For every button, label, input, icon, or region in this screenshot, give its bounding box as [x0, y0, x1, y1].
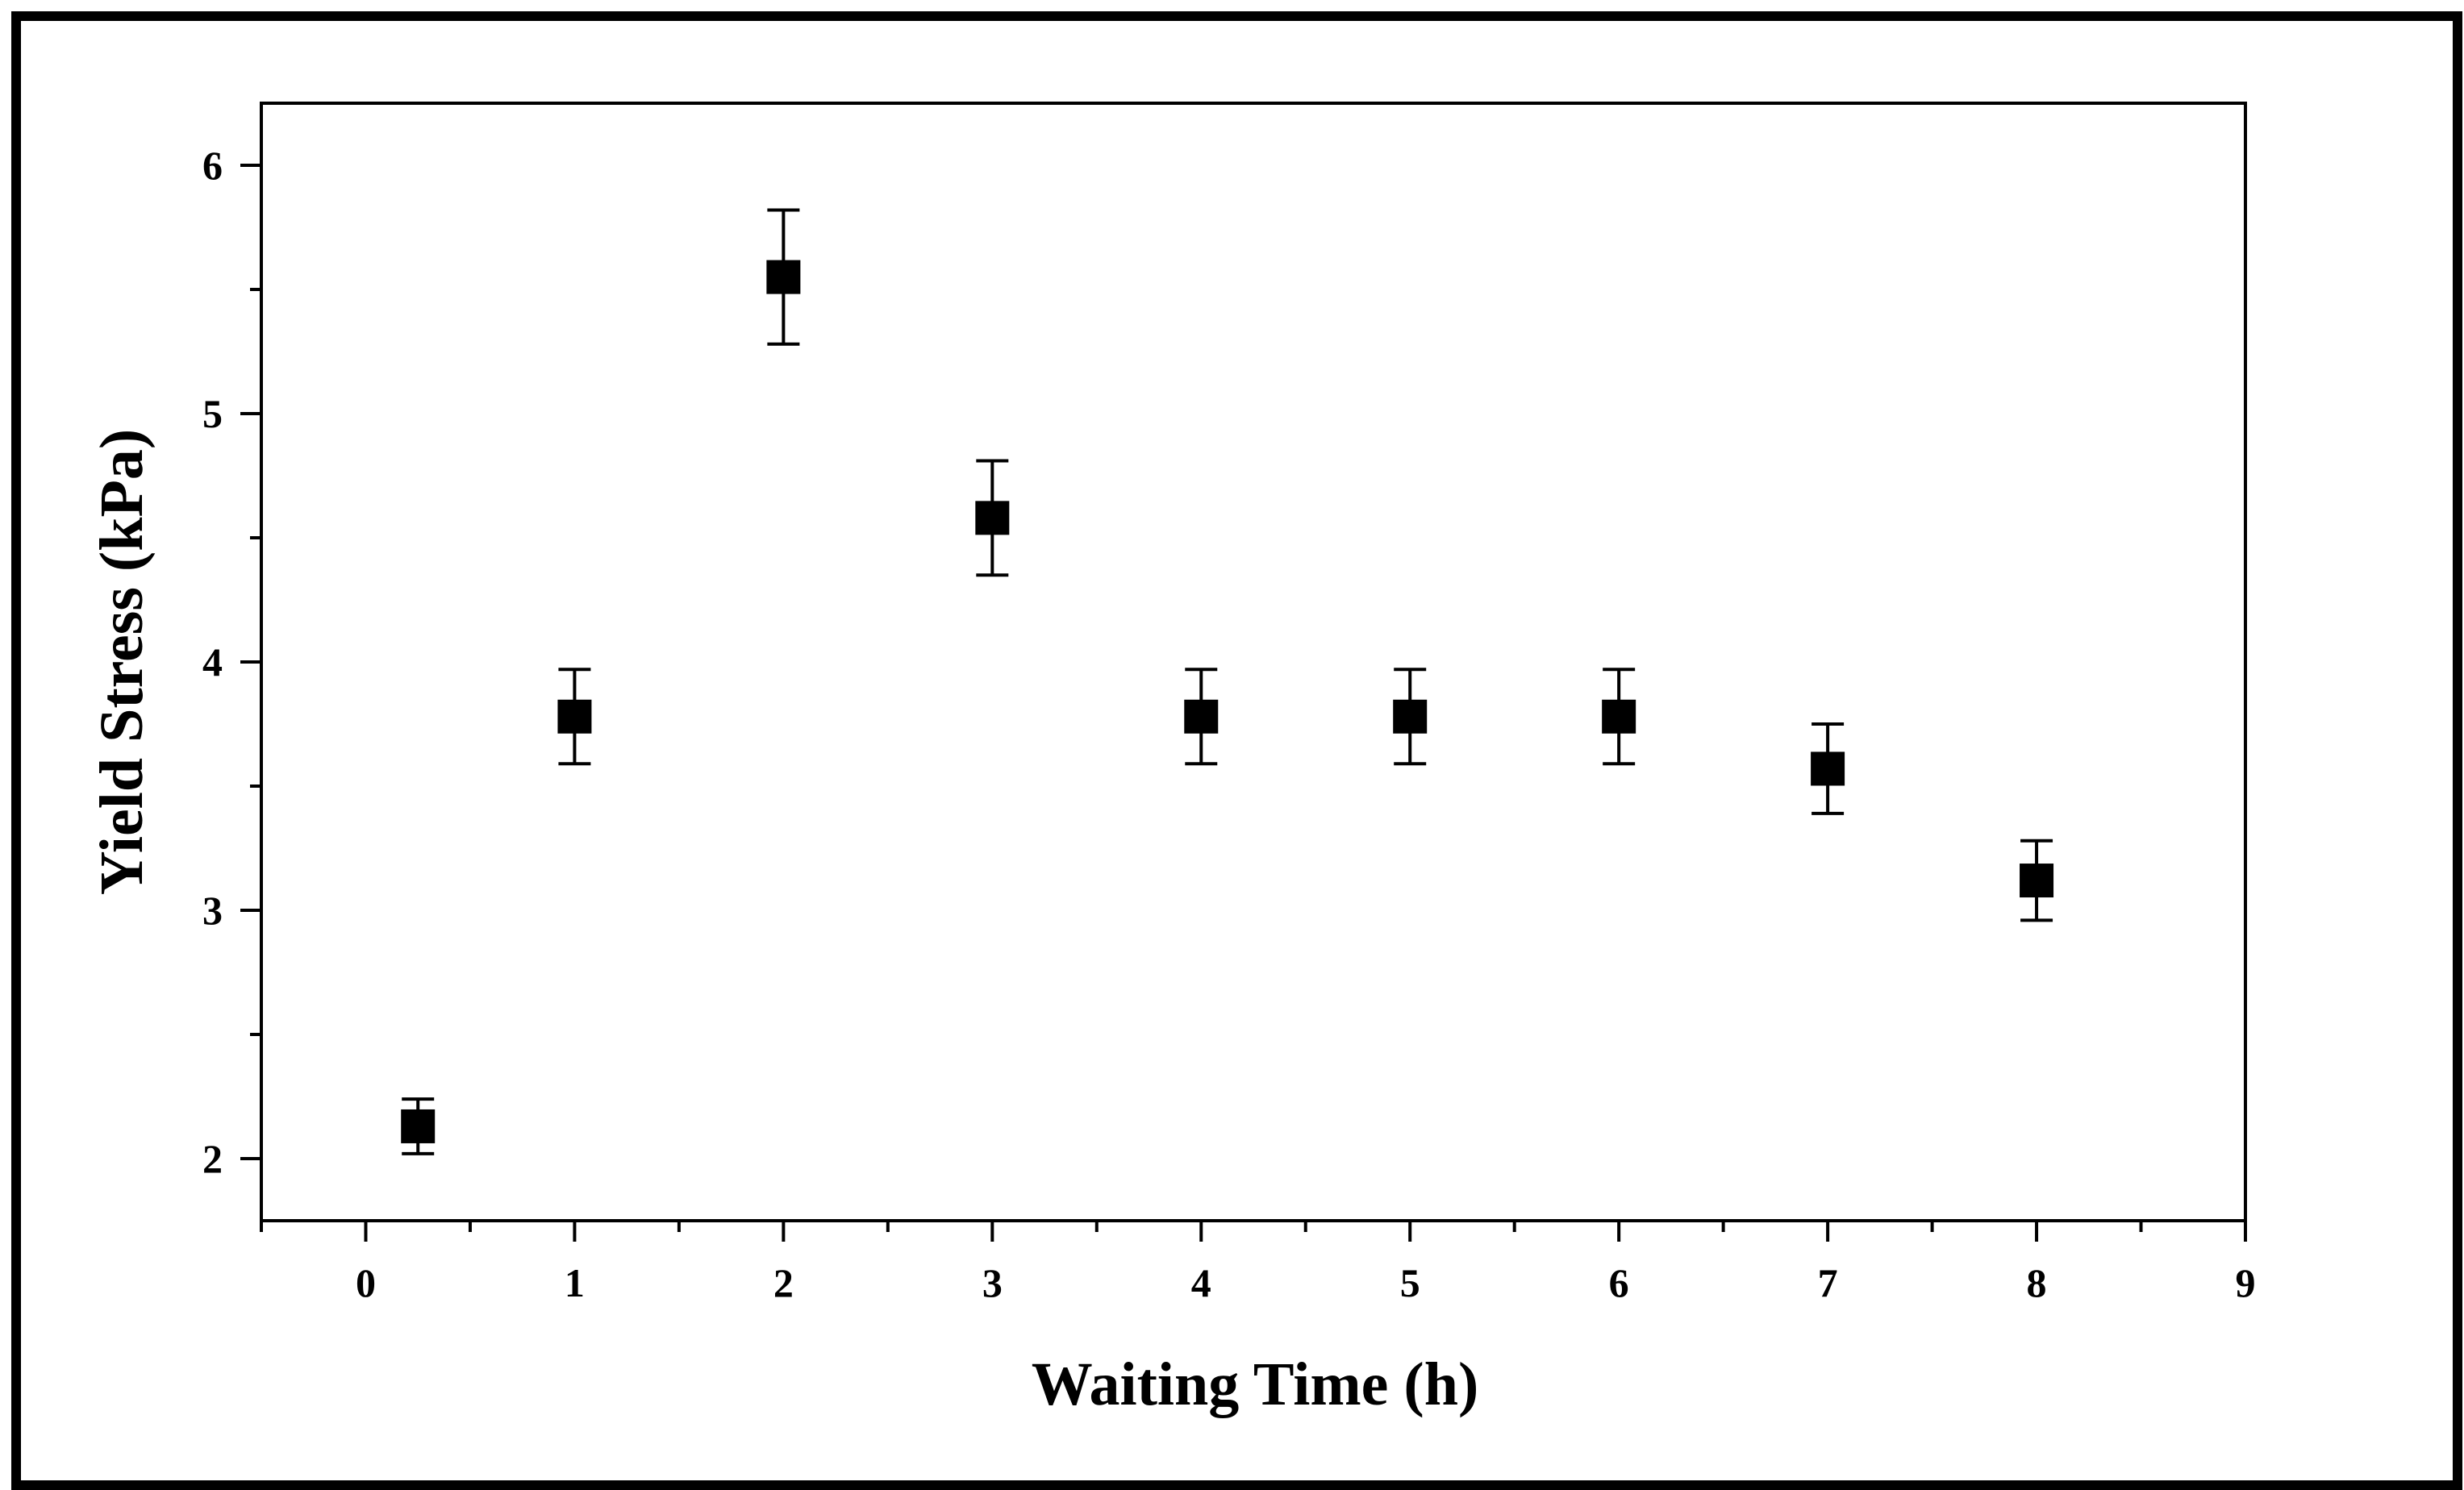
x-tick-label: 3: [982, 1260, 1003, 1305]
y-axis: 2 3 4 5 6: [202, 143, 261, 1181]
x-tick-label: 4: [1191, 1260, 1211, 1305]
figure-frame: 2 3 4 5 6 0 1 2 3 4 5 6 7 8 9 Yield Stress (kPa) Wait…: [11, 11, 2462, 1490]
data-point: [1602, 699, 1636, 734]
data-point: [1184, 699, 1219, 734]
y-axis-title: Yield Stress (kPa): [88, 429, 156, 895]
x-tick-label: 8: [2027, 1260, 2047, 1305]
scatter-chart: 2 3 4 5 6 0 1 2 3 4 5 6 7 8 9 Yield Stress (kPa) Wait…: [88, 102, 2256, 1418]
y-tick-label: 6: [202, 143, 223, 188]
data-point: [401, 1109, 436, 1143]
error-bars: [402, 208, 2053, 1155]
y-tick-label: 5: [202, 391, 223, 436]
x-tick-label: 7: [1818, 1260, 1838, 1305]
data-points: [401, 260, 2054, 1143]
x-tick-label: 0: [356, 1260, 376, 1305]
data-point: [2020, 864, 2054, 898]
x-tick-label: 2: [773, 1260, 794, 1305]
x-axis: 0 1 2 3 4 5 6 7 8 9: [260, 1221, 2256, 1305]
x-tick-label: 9: [2236, 1260, 2256, 1305]
plot-area: [260, 102, 2247, 1222]
data-point: [557, 699, 592, 734]
x-tick-label: 1: [565, 1260, 585, 1305]
data-point: [1393, 699, 1428, 734]
y-tick-label: 3: [202, 888, 223, 933]
x-axis-title: Waiting Time (h): [1032, 1351, 1479, 1418]
y-tick-label: 2: [202, 1136, 223, 1181]
data-point: [975, 501, 1010, 535]
data-point: [1811, 751, 1845, 786]
x-tick-label: 5: [1400, 1260, 1420, 1305]
data-point: [766, 260, 801, 294]
x-tick-label: 6: [1609, 1260, 1629, 1305]
y-tick-label: 4: [202, 639, 223, 685]
